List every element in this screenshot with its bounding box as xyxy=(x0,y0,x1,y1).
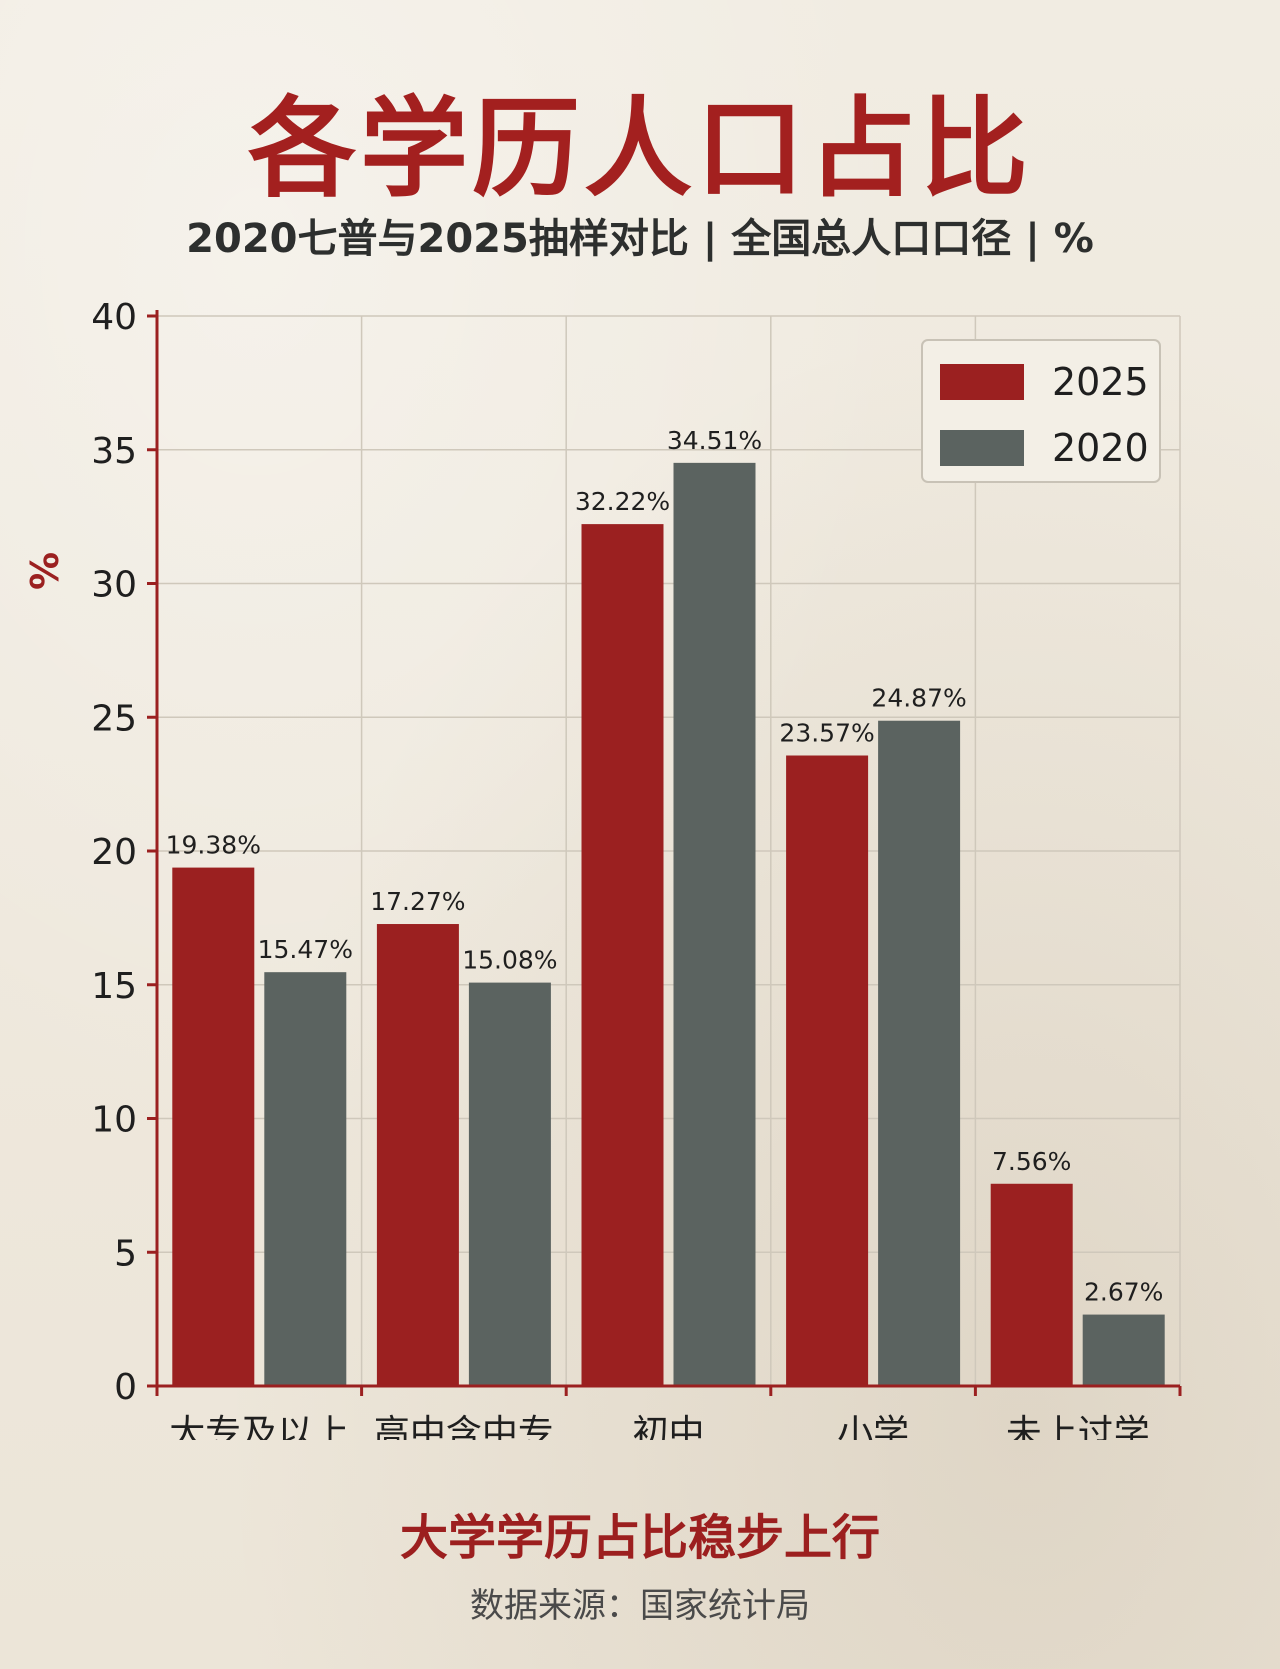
bar-2025-0 xyxy=(172,867,255,1386)
bar-2025-4 xyxy=(990,1183,1073,1386)
data-label: 23.57% xyxy=(779,719,874,748)
data-label: 15.08% xyxy=(462,946,557,975)
data-label: 19.38% xyxy=(166,831,261,860)
data-label: 24.87% xyxy=(871,684,966,713)
legend-swatch-2020 xyxy=(940,430,1024,466)
x-category-label: 小学 xyxy=(837,1413,909,1440)
y-tick-label: 40 xyxy=(91,297,137,338)
x-category-label: 未上过学 xyxy=(1006,1413,1150,1440)
y-tick-label: 25 xyxy=(91,698,137,739)
bar-2025-2 xyxy=(581,524,664,1386)
bar-2025-3 xyxy=(786,755,869,1386)
y-tick-label: 5 xyxy=(114,1233,137,1274)
y-tick-label: 35 xyxy=(91,431,137,472)
legend-swatch-2025 xyxy=(940,364,1024,400)
y-tick-label: 30 xyxy=(91,565,137,606)
x-category-label: 大专及以上 xyxy=(169,1413,349,1440)
bar-2020-3 xyxy=(878,720,961,1386)
y-tick-label: 15 xyxy=(91,966,137,1007)
data-source: 数据来源：国家统计局 xyxy=(470,1586,810,1626)
data-label: 7.56% xyxy=(992,1147,1071,1176)
y-axis-label: % xyxy=(23,552,67,590)
data-label: 34.51% xyxy=(667,426,762,455)
data-label: 15.47% xyxy=(258,935,353,964)
data-label: 17.27% xyxy=(370,887,465,916)
y-tick-label: 20 xyxy=(91,832,137,873)
bar-2025-1 xyxy=(376,924,459,1386)
bar-2020-4 xyxy=(1082,1314,1165,1386)
bar-2020-2 xyxy=(673,462,756,1386)
legend-label: 2020 xyxy=(1052,426,1149,470)
data-label: 2.67% xyxy=(1084,1278,1163,1307)
bar-2020-1 xyxy=(468,982,551,1386)
bar-2020-0 xyxy=(264,972,347,1386)
y-tick-label: 0 xyxy=(114,1367,137,1408)
chart-headline: 大学学历占比稳步上行 xyxy=(399,1510,880,1566)
x-category-label: 初中 xyxy=(632,1413,704,1440)
chart-subtitle: 2020七普与2025抽样对比 | 全国总人口口径 | % xyxy=(186,216,1094,262)
legend-label: 2025 xyxy=(1052,360,1149,404)
x-category-label: 高中含中专 xyxy=(374,1413,554,1440)
y-tick-label: 10 xyxy=(91,1100,137,1141)
chart-title: 各学历人口占比 xyxy=(247,86,1032,212)
data-label: 32.22% xyxy=(575,487,670,516)
bar-chart: 19.38% 17.27% 32.22% 23.57% 7.56% 15.47% 15.08… xyxy=(23,297,1182,1440)
